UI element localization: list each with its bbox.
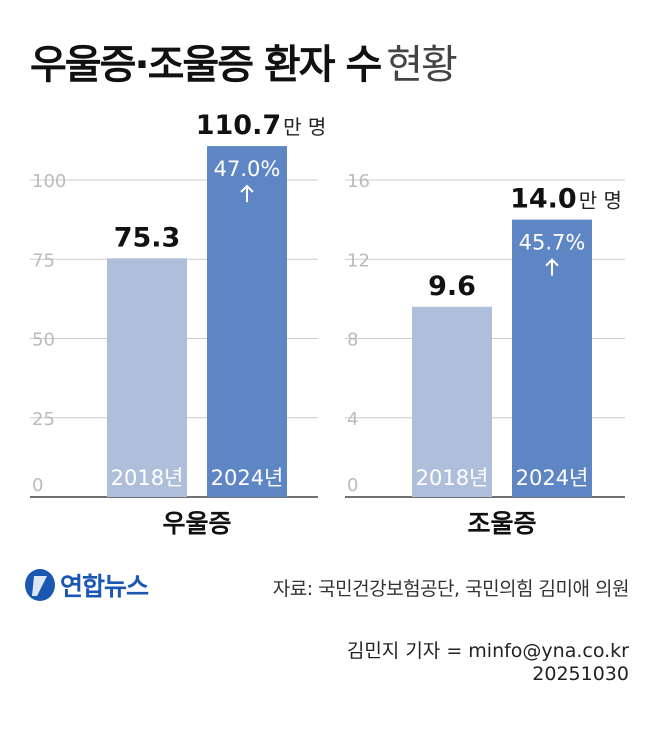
bar-category-label: 2024년 <box>211 466 284 490</box>
logo-text: 연합뉴스 <box>60 572 149 601</box>
publish-date: 20251030 <box>532 663 629 685</box>
yonhap-logo-icon <box>25 569 55 601</box>
bar-category-label: 2018년 <box>111 466 184 490</box>
y-tick-label: 25 <box>32 409 55 430</box>
bar-value-label: 9.6 <box>428 271 476 302</box>
bar-value-label: 75.3 <box>114 222 181 253</box>
y-tick-label: 12 <box>347 250 370 271</box>
up-arrow-icon <box>545 258 559 276</box>
change-percent-label: 45.7% <box>519 231 586 255</box>
up-arrow-icon <box>240 184 254 203</box>
bar-value-label: 110.7 만 명 <box>196 110 327 141</box>
bar-1-0 <box>412 306 492 497</box>
y-tick-label: 0 <box>32 475 43 496</box>
y-tick-label: 50 <box>32 330 55 351</box>
y-tick-label: 16 <box>347 171 370 192</box>
y-tick-label: 100 <box>32 171 66 192</box>
credit: 김민지 기자 = minfo@yna.co.kr 20251030 <box>347 640 629 686</box>
title-main: 우울증·조울증 환자 수 <box>30 42 382 88</box>
yonhap-logo: 연합뉴스 <box>22 567 149 603</box>
bar-0-0 <box>107 258 187 497</box>
reporter-credit: 김민지 기자 = minfo@yna.co.kr <box>346 640 629 662</box>
y-tick-label: 75 <box>32 250 55 271</box>
y-tick-label: 4 <box>347 409 358 430</box>
y-tick-label: 8 <box>347 330 358 351</box>
bar-value-label: 14.0 만 명 <box>510 184 622 215</box>
bar-0-1 <box>207 146 287 497</box>
chart-title: 우울증·조울증 환자 수 현황 <box>30 32 458 90</box>
charts: 0 25 50 75 100 2018년 75.3 2024년 110.7 만 명 47.0% 우울증… <box>30 110 625 538</box>
change-percent-label: 47.0% <box>214 157 281 181</box>
bar-category-label: 2024년 <box>516 466 589 490</box>
group-label: 우울증 <box>162 509 231 538</box>
y-tick-label: 0 <box>347 475 358 496</box>
title-sub: 현황 <box>386 42 458 88</box>
group-label: 조울증 <box>467 509 536 538</box>
bar-category-label: 2018년 <box>416 466 489 490</box>
source-note: 자료: 국민건강보험공단, 국민의힘 김미애 의원 <box>272 578 630 600</box>
